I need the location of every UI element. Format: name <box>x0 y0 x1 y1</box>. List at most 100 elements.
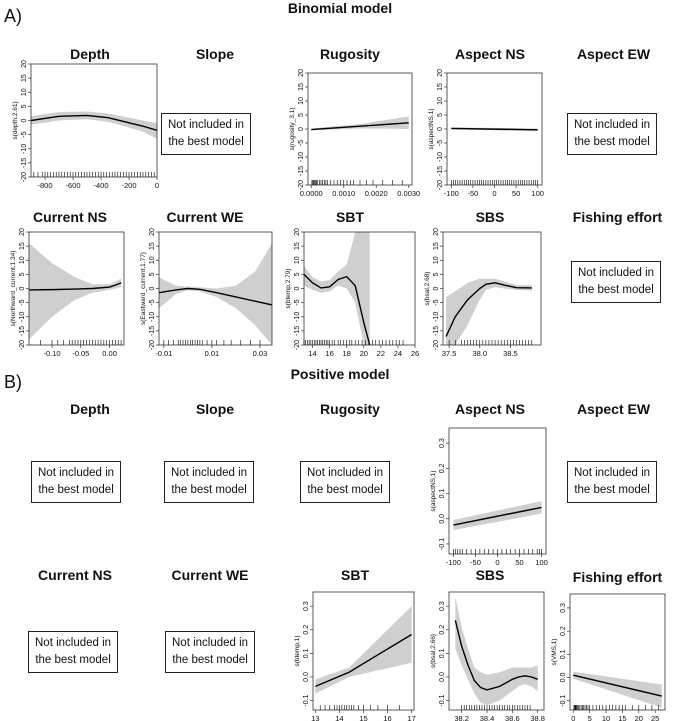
y-tick-label: -20 <box>19 340 26 350</box>
y-tick-label: 10 <box>433 256 440 264</box>
y-tick-label: -20 <box>433 340 440 350</box>
x-tick-label: 38.8 <box>530 714 545 721</box>
x-tick-label: 5 <box>588 714 592 721</box>
y-tick-label: 0 <box>21 118 28 122</box>
panel-title-a-aspectns: Aspect NS <box>454 46 526 62</box>
smooth-line <box>304 273 371 345</box>
y-axis-label: s(Northward_current,1.34) <box>10 251 17 327</box>
y-tick-label: -0.1 <box>560 695 567 707</box>
y-tick-label: 15 <box>298 83 305 91</box>
panel-title-a-depth: Depth <box>70 46 110 62</box>
x-tick-label: 50 <box>512 189 520 198</box>
y-tick-label: 0 <box>149 286 156 290</box>
y-tick-label: -20 <box>294 340 301 350</box>
y-tick-label: 0.1 <box>439 648 446 658</box>
y-tick-label: -5 <box>437 140 444 146</box>
smooth-line <box>445 282 532 337</box>
x-tick-label: -50 <box>467 189 478 198</box>
x-tick-label: 13 <box>311 714 319 721</box>
model-title-binomial: Binomial model <box>287 0 393 16</box>
confidence-band <box>573 671 662 708</box>
panel-title-a-aspectew: Aspect EW <box>576 46 651 62</box>
y-tick-label: -0.1 <box>439 538 446 550</box>
y-tick-label: 0.1 <box>560 649 567 659</box>
x-tick-label: 0 <box>495 558 499 567</box>
y-tick-label: 5 <box>298 113 305 117</box>
panel-title-a-currentns: Current NS <box>33 209 107 225</box>
x-tick-label: 38.0 <box>472 349 487 358</box>
x-tick-label: 14 <box>308 349 316 358</box>
y-axis-label: s(VMS,1) <box>551 638 558 665</box>
y-axis-label: s(bsal,2.68) <box>424 272 431 306</box>
y-tick-label: -15 <box>298 166 305 176</box>
x-tick-label: -400 <box>93 181 108 190</box>
y-tick-label: 20 <box>437 69 444 77</box>
smooth-line <box>573 674 662 697</box>
panel-title-a-fishing: Fishing effort <box>572 209 663 225</box>
x-tick-label: -100 <box>444 189 459 198</box>
x-tick-label: -100 <box>446 558 461 567</box>
y-tick-label: 10 <box>19 256 26 264</box>
panel-title-b-sbt: SBT <box>341 567 369 583</box>
not-included-note-a-fishing: Not included in the best model <box>571 261 662 303</box>
x-tick-label: 18 <box>343 349 351 358</box>
y-tick-label: -5 <box>149 299 156 305</box>
y-tick-label: 15 <box>19 242 26 250</box>
y-tick-label: 0.0 <box>439 514 446 524</box>
panel-title-b-sbs: SBS <box>475 567 505 583</box>
y-tick-label: -15 <box>294 326 301 336</box>
y-tick-label: 5 <box>294 272 301 276</box>
y-tick-label: -15 <box>21 158 28 168</box>
y-tick-label: 0.2 <box>439 463 446 473</box>
panel-title-b-currentns: Current NS <box>38 567 112 583</box>
y-tick-label: 15 <box>433 242 440 250</box>
x-tick-label: 0 <box>571 714 575 721</box>
panel-title-a-currentwe: Current WE <box>166 209 244 225</box>
x-tick-label: 38.5 <box>503 349 518 358</box>
y-tick-label: 5 <box>21 104 28 108</box>
y-tick-label: 20 <box>298 69 305 77</box>
y-tick-label: -10 <box>19 312 26 322</box>
y-tick-label: 0.3 <box>439 438 446 448</box>
y-tick-label: 5 <box>19 272 26 276</box>
panel-title-a-slope: Slope <box>195 46 235 62</box>
y-axis-label: s(Eastward_current,1.77) <box>140 252 147 325</box>
y-tick-label: 5 <box>437 113 444 117</box>
x-tick-label: -0.10 <box>43 349 60 358</box>
y-tick-label: 0.1 <box>303 648 310 658</box>
x-tick-label: 0.0030 <box>397 189 420 198</box>
smooth-line <box>31 114 157 132</box>
panel-title-b-currentwe: Current WE <box>171 567 249 583</box>
panel-title-a-rugosity: Rugosity <box>320 46 380 62</box>
x-tick-label: -50 <box>470 558 481 567</box>
section-label-b: B) <box>4 372 22 392</box>
smooth-line <box>29 282 122 291</box>
panel-title-a-sbs: SBS <box>475 209 505 225</box>
y-tick-label: -10 <box>21 144 28 154</box>
y-tick-label: 20 <box>149 228 156 236</box>
x-tick-label: 0.00 <box>102 349 117 358</box>
not-included-note-b-slope: Not included in the best model <box>164 461 255 503</box>
x-tick-label: 38.2 <box>454 714 469 721</box>
plot-frame <box>448 591 545 711</box>
y-tick-label: -0.1 <box>303 694 310 706</box>
x-tick-label: 24 <box>394 349 402 358</box>
y-tick-label: -15 <box>433 326 440 336</box>
not-included-note-b-currentwe: Not included in the best model <box>165 631 256 673</box>
y-tick-label: -10 <box>294 312 301 322</box>
y-tick-label: 0.3 <box>303 601 310 611</box>
y-tick-label: 0.0 <box>560 673 567 683</box>
x-tick-label: 14 <box>335 714 343 721</box>
x-tick-label: 37.5 <box>442 349 457 358</box>
y-tick-label: -5 <box>294 299 301 305</box>
x-tick-label: 15 <box>359 714 367 721</box>
y-tick-label: -5 <box>21 131 28 137</box>
y-axis-label: s(btemp,1) <box>294 635 301 666</box>
